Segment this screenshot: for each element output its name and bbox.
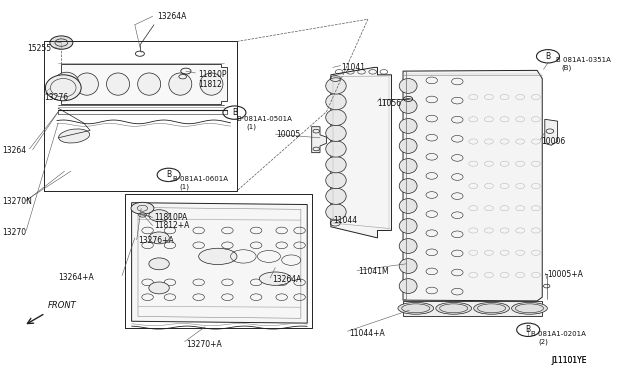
Text: 11044: 11044 <box>333 216 357 225</box>
Ellipse shape <box>511 302 547 314</box>
Ellipse shape <box>54 72 79 96</box>
Text: B 081A1-0501A: B 081A1-0501A <box>237 116 292 122</box>
Text: 11044+A: 11044+A <box>349 329 385 338</box>
Text: 11041M: 11041M <box>358 267 389 276</box>
Text: 13264+A: 13264+A <box>58 273 94 282</box>
Text: (1): (1) <box>179 184 189 190</box>
Text: (2): (2) <box>538 339 548 345</box>
Text: J11101YE: J11101YE <box>551 356 587 365</box>
Polygon shape <box>403 70 542 301</box>
Ellipse shape <box>399 199 417 214</box>
Ellipse shape <box>106 73 129 95</box>
Polygon shape <box>312 127 326 153</box>
Ellipse shape <box>326 109 346 126</box>
Polygon shape <box>403 301 542 316</box>
Text: J11101YE: J11101YE <box>551 356 587 365</box>
Ellipse shape <box>474 302 509 314</box>
Text: 10006: 10006 <box>541 137 566 146</box>
Text: 13264: 13264 <box>2 146 26 155</box>
Text: B 081A1-0351A: B 081A1-0351A <box>556 57 611 63</box>
Ellipse shape <box>326 141 346 157</box>
Text: B 081A1-0201A: B 081A1-0201A <box>531 330 586 337</box>
Text: 13264A: 13264A <box>157 12 186 21</box>
Ellipse shape <box>326 78 346 94</box>
Text: 11056: 11056 <box>378 99 402 108</box>
Ellipse shape <box>326 93 346 110</box>
Text: 13264A: 13264A <box>272 275 301 284</box>
Ellipse shape <box>399 179 417 193</box>
Ellipse shape <box>326 188 346 204</box>
Text: B: B <box>545 52 550 61</box>
Text: (1): (1) <box>246 124 257 130</box>
Circle shape <box>516 323 540 336</box>
Ellipse shape <box>50 36 73 49</box>
Ellipse shape <box>399 238 417 253</box>
Circle shape <box>149 232 170 244</box>
Circle shape <box>149 282 170 294</box>
Ellipse shape <box>169 73 192 95</box>
Text: 13270N: 13270N <box>2 198 32 206</box>
Text: B: B <box>232 108 237 117</box>
Ellipse shape <box>436 302 472 314</box>
Text: 11041: 11041 <box>341 63 365 72</box>
Ellipse shape <box>398 302 434 314</box>
Ellipse shape <box>326 157 346 173</box>
Circle shape <box>157 168 180 182</box>
Ellipse shape <box>399 279 417 294</box>
Text: 11812: 11812 <box>198 80 223 89</box>
Polygon shape <box>545 119 557 145</box>
Ellipse shape <box>45 75 81 101</box>
Text: 10005+A: 10005+A <box>547 270 582 279</box>
Ellipse shape <box>399 138 417 153</box>
Ellipse shape <box>399 158 417 173</box>
Polygon shape <box>61 64 227 105</box>
Text: 11810P: 11810P <box>198 70 227 79</box>
Text: B 081A1-0601A: B 081A1-0601A <box>173 176 228 182</box>
Text: 11812+A: 11812+A <box>154 221 189 230</box>
Ellipse shape <box>138 73 161 95</box>
Ellipse shape <box>399 219 417 234</box>
Circle shape <box>149 210 170 222</box>
Text: B: B <box>166 170 172 179</box>
Text: 10005: 10005 <box>276 130 301 140</box>
Text: 13270+A: 13270+A <box>186 340 221 349</box>
Text: 11810PA: 11810PA <box>154 213 188 222</box>
Text: 13276+A: 13276+A <box>138 236 173 246</box>
Ellipse shape <box>399 78 417 93</box>
Polygon shape <box>331 67 392 238</box>
Ellipse shape <box>198 248 237 264</box>
Circle shape <box>223 106 246 119</box>
Ellipse shape <box>49 81 68 98</box>
Ellipse shape <box>59 129 90 143</box>
Ellipse shape <box>76 73 99 95</box>
Text: 13270: 13270 <box>2 228 26 237</box>
Ellipse shape <box>200 73 223 95</box>
Ellipse shape <box>259 272 291 285</box>
Ellipse shape <box>399 119 417 134</box>
Ellipse shape <box>399 99 417 113</box>
Circle shape <box>536 49 559 63</box>
Text: 15255: 15255 <box>28 44 52 53</box>
Text: 13276: 13276 <box>44 93 68 102</box>
Polygon shape <box>132 203 307 323</box>
Ellipse shape <box>326 125 346 141</box>
Circle shape <box>149 258 170 270</box>
Ellipse shape <box>326 172 346 189</box>
Ellipse shape <box>399 259 417 273</box>
Ellipse shape <box>326 204 346 220</box>
Text: FRONT: FRONT <box>47 301 76 310</box>
Ellipse shape <box>131 202 154 214</box>
Text: (B): (B) <box>561 65 572 71</box>
Text: B: B <box>525 325 531 334</box>
